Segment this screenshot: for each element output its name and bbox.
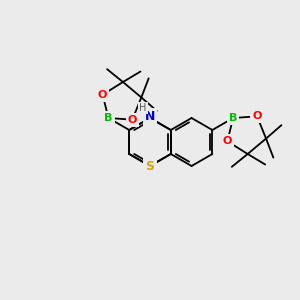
Text: O: O xyxy=(252,111,262,121)
Text: B: B xyxy=(229,113,237,123)
Text: B: B xyxy=(104,113,112,123)
Text: S: S xyxy=(146,160,154,172)
Text: N: N xyxy=(145,110,155,124)
Text: O: O xyxy=(128,115,137,125)
Text: H: H xyxy=(139,103,147,113)
Text: O: O xyxy=(98,90,107,100)
Text: O: O xyxy=(223,136,232,146)
